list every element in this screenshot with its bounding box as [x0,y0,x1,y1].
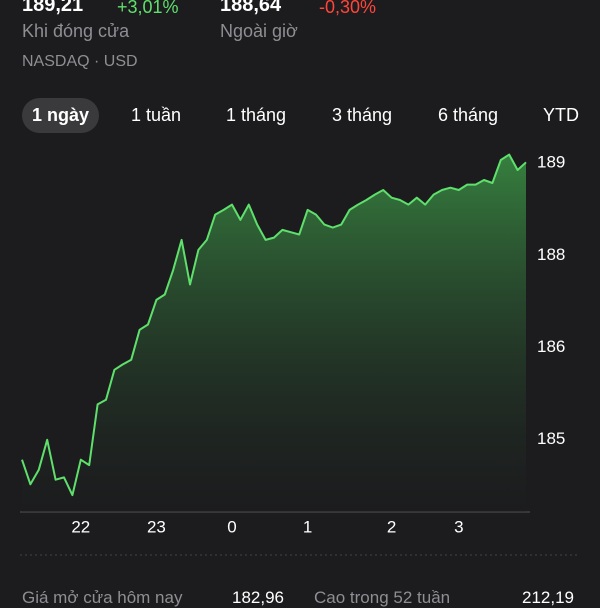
x-tick-label: 1 [303,517,312,536]
stat-value: 182,96 [232,588,284,607]
y-tick-label: 185 [537,429,565,448]
x-tick-label: 23 [147,517,166,536]
price-line [21,153,527,497]
x-tick-label: 0 [227,517,236,536]
after-price: 188,64 [220,0,282,16]
close-label: Khi đóng cửa [22,21,130,41]
stat-value: 212,19 [522,588,574,607]
close-change: +3,01% [117,0,179,17]
after-label: Ngoài giờ [220,21,298,41]
y-tick-label: 186 [537,337,565,356]
after-change: -0,30% [319,0,377,17]
y-tick-label: 188 [537,245,565,264]
tab[interactable]: 1 ngày [22,98,100,133]
stat-label: Giá mở cửa hôm nay [22,588,183,607]
tab[interactable]: 1 tuần [131,105,182,125]
y-tick-label: 189 [537,153,565,172]
x-tick-label: 22 [71,517,90,536]
close-price: 189,21 [22,0,84,16]
tab[interactable]: 1 tháng [226,105,287,125]
tab[interactable]: 3 tháng [332,105,393,125]
tab[interactable]: 6 tháng [438,105,499,125]
exchange: NASDAQ · USD [22,53,138,70]
stat-label: Cao trong 52 tuần [314,588,451,607]
area [22,154,526,512]
x-tick-label: 3 [454,517,463,536]
tab[interactable]: YTD [543,105,579,125]
x-tick-label: 2 [387,517,396,536]
